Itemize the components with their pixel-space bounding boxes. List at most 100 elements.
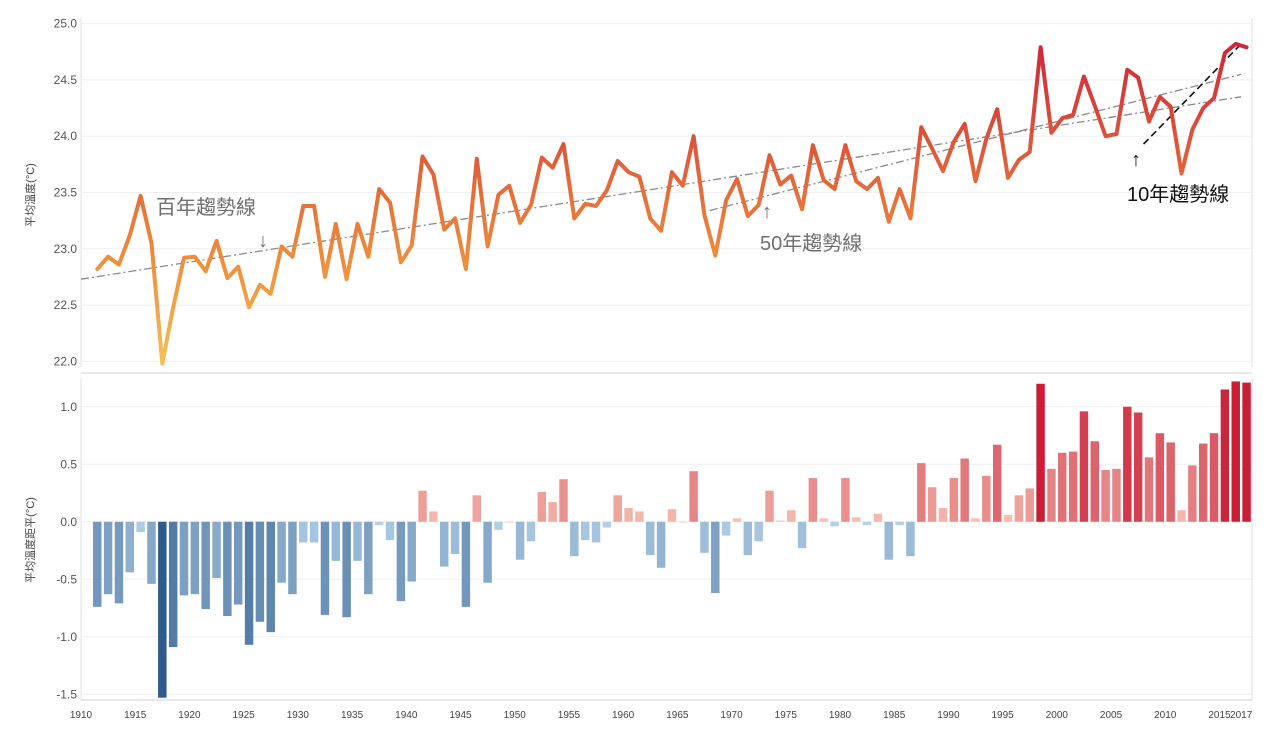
x-tick-label: 2015 — [1208, 710, 1231, 721]
bottom-y-tick-label: 1.0 — [60, 400, 77, 414]
anomaly-bar — [179, 521, 189, 596]
x-tick-label: 1950 — [504, 710, 527, 721]
trend-line — [80, 96, 1242, 280]
anomaly-bar — [580, 521, 590, 541]
x-tick-label: 2010 — [1154, 710, 1177, 721]
century-trend-arrow: ↓ — [258, 230, 268, 252]
anomaly-bar — [244, 521, 254, 645]
x-tick-label: 1960 — [612, 710, 635, 721]
x-tick-label: 1940 — [395, 710, 418, 721]
anomaly-bar — [613, 495, 622, 522]
anomaly-bar — [168, 521, 178, 648]
anomaly-bar — [895, 521, 904, 526]
anomaly-bar — [353, 521, 362, 561]
anomaly-bar — [862, 521, 872, 526]
top-y-tick-label: 22.0 — [54, 354, 78, 368]
anomaly-bar — [960, 458, 969, 522]
bottom-gridlines — [81, 406, 1252, 695]
anomaly-bar — [1112, 468, 1121, 522]
anomaly-bar — [884, 521, 894, 560]
temperature-line — [95, 41, 1249, 366]
bottom-y-axis-title: 平均溫度距平(°C) — [23, 497, 37, 583]
top-y-tick-label: 24.5 — [54, 73, 78, 87]
anomaly-bar — [93, 521, 102, 607]
fifty-trend-label: 50年趨勢線 — [760, 232, 862, 255]
x-tick-label: 1915 — [124, 710, 147, 721]
ten-trend-arrow: ↑ — [1131, 149, 1141, 171]
anomaly-bar — [1101, 470, 1110, 522]
anomaly-bar — [114, 521, 124, 604]
anomaly-bar — [732, 518, 742, 522]
anomaly-bar — [1155, 433, 1165, 522]
anomaly-bar — [711, 521, 720, 594]
anomaly-bar — [667, 509, 677, 522]
anomaly-bar — [678, 521, 687, 523]
bottom-y-tick-label: -0.5 — [56, 572, 77, 586]
anomaly-bar — [1220, 389, 1230, 522]
trend-line — [709, 73, 1242, 212]
anomaly-bar — [1242, 382, 1251, 522]
temperature-series — [95, 41, 1249, 366]
x-tick-label: 2000 — [1046, 710, 1069, 721]
anomaly-bar — [212, 521, 221, 579]
anomaly-bar — [1068, 451, 1078, 522]
anomaly-bar — [223, 521, 232, 617]
bottom-y-tick-label: 0.0 — [60, 515, 77, 529]
anomaly-bar — [917, 463, 926, 522]
anomaly-bar — [190, 521, 200, 595]
anomaly-bar — [591, 521, 601, 543]
anomaly-bar — [852, 517, 861, 522]
anomaly-bar — [602, 521, 612, 528]
x-tick-label: 1990 — [937, 710, 960, 721]
top-y-tick-label: 22.5 — [54, 298, 78, 312]
anomaly-bar — [656, 521, 666, 568]
anomaly-bar — [255, 521, 265, 622]
bottom-y-tick-labels: 1.0 0.5 0.0 -0.5 -1.0 -1.5 — [56, 400, 77, 702]
fifty-trend-arrow: ↑ — [762, 201, 772, 223]
anomaly-bar — [949, 478, 959, 522]
anomaly-bar — [1003, 514, 1013, 522]
x-tick-label: 2005 — [1100, 710, 1123, 721]
anomaly-bar — [136, 521, 145, 533]
anomaly-bar — [646, 521, 655, 556]
anomaly-bar — [461, 521, 471, 607]
x-tick-label: 1985 — [883, 710, 906, 721]
anomaly-bar — [1036, 383, 1045, 522]
anomaly-bar — [125, 521, 135, 573]
bottom-y-tick-label: -1.5 — [56, 687, 77, 701]
anomaly-bar — [971, 518, 980, 522]
anomaly-bar — [786, 510, 796, 522]
anomaly-bar — [808, 478, 818, 522]
bottom-y-tick-label: -1.0 — [56, 630, 77, 644]
anomaly-bar — [1079, 411, 1089, 522]
x-tick-label: 1975 — [775, 710, 798, 721]
anomaly-bar — [570, 521, 579, 557]
anomaly-bar — [754, 521, 763, 542]
anomaly-bar — [906, 521, 915, 557]
anomaly-bar — [624, 507, 633, 522]
anomaly-bar — [299, 521, 308, 543]
anomaly-bar — [374, 521, 384, 526]
anomaly-bar — [429, 511, 438, 522]
anomaly-bar — [776, 520, 785, 522]
anomaly-bar — [982, 475, 991, 522]
anomaly-bar — [1025, 488, 1034, 522]
anomaly-bar — [288, 521, 297, 595]
anomaly-bar — [1188, 465, 1197, 522]
anomaly-bar — [505, 521, 514, 523]
anomaly-bar — [765, 490, 774, 522]
x-tick-label: 1970 — [720, 710, 743, 721]
anomaly-bar — [1133, 412, 1143, 522]
anomaly-bar — [494, 521, 503, 530]
anomaly-bar — [992, 444, 1002, 522]
anomaly-bar — [385, 521, 395, 541]
anomaly-bar — [1166, 442, 1175, 522]
anomaly-bar — [450, 521, 460, 554]
anomaly-bar — [342, 521, 351, 618]
anomaly-bar — [537, 491, 547, 522]
x-tick-label: 1980 — [829, 710, 852, 721]
anomaly-bar — [309, 521, 319, 543]
anomaly-bar — [277, 521, 286, 583]
anomaly-bar — [548, 502, 557, 522]
anomaly-bar — [1209, 433, 1219, 522]
